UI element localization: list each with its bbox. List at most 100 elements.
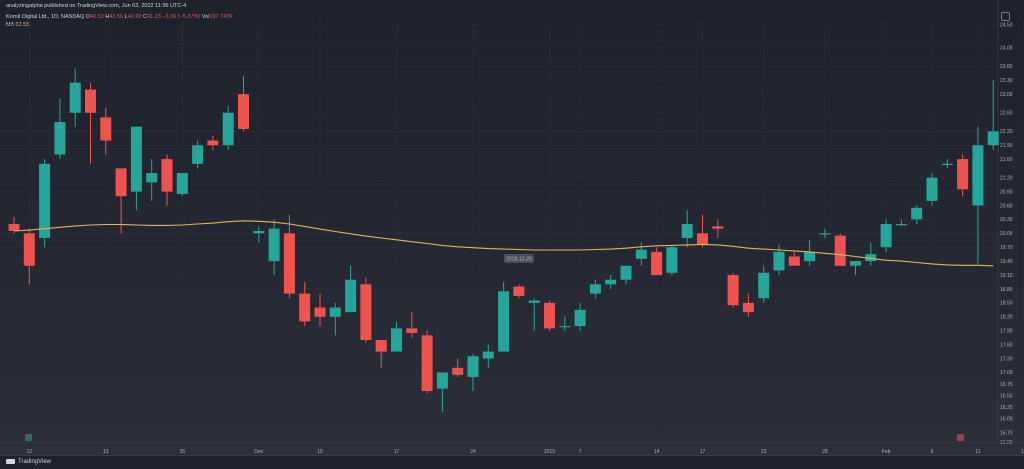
candle-down — [161, 159, 173, 192]
x-tick-label: 12 — [27, 449, 33, 455]
candle-down — [742, 302, 754, 313]
x-tick-label: 6 — [931, 449, 934, 455]
y-tick-label: 19.70 — [1000, 245, 1013, 251]
candle-up — [467, 356, 479, 378]
candle-down — [834, 235, 846, 266]
close-value: 41.23 — [147, 14, 161, 20]
candle-up — [941, 163, 953, 165]
candle-up — [589, 284, 601, 294]
candle-up — [222, 112, 234, 146]
tradingview-logo-icon — [6, 459, 15, 464]
published-caption: analyzingalpha published on TradingView.… — [6, 3, 187, 9]
y-tick-label: 18.20 — [1000, 315, 1013, 321]
candle-up — [605, 279, 617, 285]
close-label: C — [143, 14, 147, 20]
candle-down — [115, 168, 127, 197]
candle-down — [85, 89, 96, 113]
y-tick-label: 24.00 — [1000, 46, 1013, 52]
open-value: 42.53 — [90, 14, 104, 20]
candle-down — [375, 339, 387, 352]
ma-line — [13, 220, 994, 267]
y-tick-label: 18.80 — [1000, 287, 1013, 293]
candle-up — [436, 372, 448, 389]
y-tick-label: 16.00 — [1000, 417, 1013, 423]
candle-up — [130, 126, 142, 192]
candle-down — [8, 224, 20, 231]
y-tick-label: 22.60 — [1000, 111, 1013, 117]
low-label: L — [124, 14, 128, 20]
x-tick-label: 14 — [1021, 449, 1024, 455]
candle-up — [482, 351, 494, 359]
volume-label: Vol — [201, 14, 210, 20]
ma-label: MA — [6, 22, 14, 28]
gear-icon[interactable] — [1001, 12, 1010, 21]
open-label: O — [85, 14, 91, 20]
y-tick-label: 17.00 — [1000, 370, 1013, 376]
candle-up — [39, 163, 51, 238]
candle-up — [804, 251, 816, 262]
candle-up — [329, 307, 341, 317]
candle-up — [146, 173, 158, 183]
candle-down — [283, 233, 295, 294]
candle-down — [957, 159, 969, 190]
tradingview-logo[interactable]: TradingView — [6, 459, 51, 465]
change-value: −3.36 (−5.37%) — [162, 14, 201, 20]
x-tick-label: Feb — [882, 449, 891, 455]
y-tick-label: 20.60 — [1000, 203, 1013, 209]
candle-up — [635, 249, 647, 259]
x-tick-label: 17 — [394, 449, 400, 455]
crosshair-date-label: 2018-12-28 — [506, 257, 532, 263]
y-tick-label: 20.30 — [1000, 217, 1013, 223]
ma-value: 62.55 — [15, 22, 30, 28]
y-tick-label: 23.30 — [1000, 78, 1013, 84]
x-tick-label: 24 — [470, 449, 476, 455]
candle-up — [176, 173, 188, 194]
candle-up — [268, 228, 280, 262]
candle-up — [498, 291, 510, 352]
symbol-name[interactable]: Kornit Digital Ltd., 1D, NASDAQ — [6, 14, 85, 20]
y-tick-label: 16.75 — [1000, 382, 1013, 388]
x-tick-label: 2019 — [544, 449, 555, 455]
x-tick-label: 7 — [579, 449, 582, 455]
y-tick-label: 23.00 — [1000, 92, 1013, 98]
y-tick-label: 16.25 — [1000, 405, 1013, 411]
brand-name: TradingView — [18, 459, 52, 466]
y-tick-label: 19.10 — [1000, 273, 1013, 279]
candle-up — [620, 265, 632, 280]
candle-down — [238, 94, 249, 129]
x-tick-label: 17 — [700, 449, 706, 455]
candle-up — [54, 122, 66, 155]
candle-down — [406, 328, 418, 334]
candle-up — [758, 272, 770, 299]
candle-up — [666, 247, 678, 273]
y-tick-label: 23.60 — [1000, 64, 1013, 70]
x-tick-label: 19 — [103, 449, 109, 455]
y-tick-label: 17.60 — [1000, 342, 1013, 348]
candle-up — [345, 279, 357, 313]
candle-up — [987, 131, 999, 146]
y-tick-label: 16.50 — [1000, 393, 1013, 399]
y-tick-label: 19.40 — [1000, 259, 1013, 265]
y-tick-label: 21.60 — [1000, 157, 1013, 163]
footer-bar: TradingView — [0, 455, 1024, 469]
volume-value: 107.747K — [209, 14, 233, 20]
ma-legend[interactable]: MA 62.55 — [6, 22, 30, 29]
candle-down — [100, 117, 112, 141]
candle-up — [895, 224, 907, 226]
candle-up — [391, 328, 402, 352]
y-tick-label: 18.50 — [1000, 301, 1013, 307]
x-tick-label: 28 — [822, 449, 828, 455]
x-tick-label: 11 — [975, 449, 980, 455]
candle-down — [544, 302, 555, 329]
y-tick-label: 22.20 — [1000, 129, 1013, 135]
x-tick-label: Dec — [254, 449, 263, 455]
candle-up — [972, 145, 984, 206]
candle-down — [651, 251, 663, 276]
candle-down — [452, 367, 464, 375]
y-tick-label: 20.00 — [1000, 231, 1013, 237]
candle-up — [253, 231, 265, 234]
candle-down — [712, 226, 724, 229]
candle-up — [559, 326, 571, 328]
